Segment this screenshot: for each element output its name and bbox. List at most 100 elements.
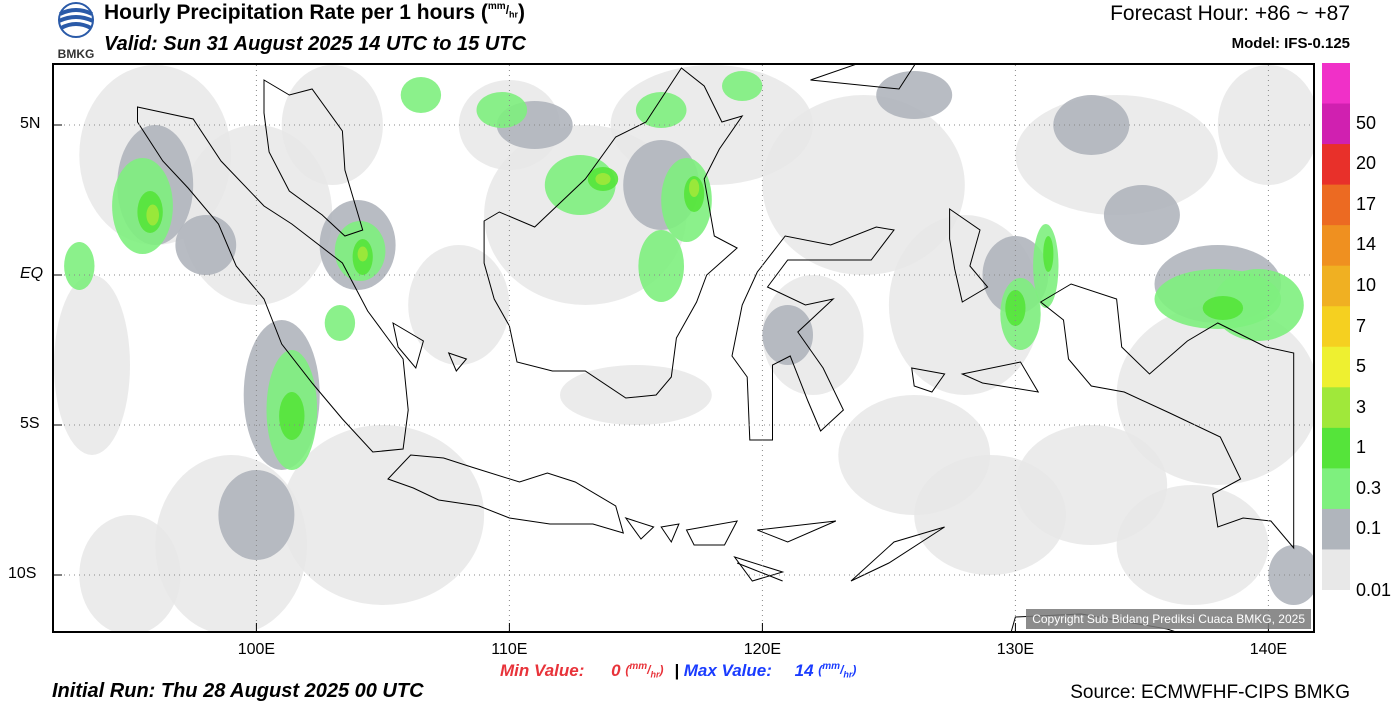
- rain-cell: [357, 246, 368, 262]
- min-value: 0: [611, 661, 621, 680]
- colorbar-bin: [1322, 346, 1350, 388]
- coastline: [387, 454, 625, 534]
- coastline: [447, 352, 468, 372]
- colorbar-bin: [1322, 468, 1350, 510]
- colorbar-bin: [1322, 225, 1350, 267]
- coastline: [483, 67, 744, 399]
- colorbar-bin: [1322, 387, 1350, 429]
- lat-label: 10S: [8, 565, 37, 582]
- rain-cell: [722, 71, 763, 101]
- rain-cell: [146, 204, 159, 226]
- coastline: [392, 321, 424, 370]
- coastline: [1039, 283, 1295, 550]
- copyright-note: Copyright Sub Bidang Prediksi Cuaca BMKG…: [1026, 609, 1311, 629]
- rain-cell: [689, 179, 700, 197]
- logo-text: BMKG: [58, 47, 95, 61]
- lon-label: 120E: [743, 641, 782, 658]
- rain-cell: [762, 305, 813, 365]
- rain-cell: [54, 275, 130, 455]
- rain-cell: [1103, 185, 1180, 245]
- coastline: [624, 517, 655, 540]
- bmkg-logo: BMKG: [52, 2, 100, 62]
- max-value: 14: [794, 661, 814, 680]
- colorbar-label: 7: [1356, 315, 1367, 336]
- rain-cell: [1212, 269, 1304, 341]
- colorbar-bin: [1322, 184, 1350, 226]
- colorbar-bin: [1322, 549, 1350, 590]
- colorbar-bin: [1322, 63, 1350, 105]
- rain-cell: [1268, 545, 1313, 605]
- coastline: [731, 226, 895, 441]
- colorbar-bin: [1322, 103, 1350, 145]
- rain-cell: [595, 173, 611, 185]
- max-label: Max Value:: [683, 661, 772, 680]
- rain-cell: [1015, 425, 1168, 545]
- rain-layer: [54, 65, 1313, 631]
- map-canvas: [54, 65, 1313, 631]
- rain-cell: [1043, 236, 1054, 272]
- lon-label: 140E: [1249, 641, 1288, 658]
- lat-label: 5S: [20, 415, 40, 432]
- rain-cell: [638, 230, 684, 302]
- rain-cell: [838, 395, 991, 515]
- rain-cell: [1217, 65, 1313, 185]
- valid-time: Valid: Sun 31 August 2025 14 UTC to 15 U…: [104, 33, 526, 55]
- chart-title: Hourly Precipitation Rate per 1 hours (m…: [104, 1, 526, 24]
- colorbar-label: 1: [1356, 437, 1367, 458]
- coastline: [949, 208, 989, 303]
- lon-label: 130E: [996, 641, 1035, 658]
- precipitation-map: Copyright Sub Bidang Prediksi Cuaca BMKG…: [52, 63, 1315, 633]
- colorbar-bin: [1322, 306, 1350, 348]
- rain-cell: [281, 65, 383, 185]
- rain-cell: [1053, 95, 1130, 155]
- colorbar: [1322, 63, 1350, 590]
- lat-label: 5N: [20, 115, 41, 132]
- colorbar-label: 3: [1356, 396, 1367, 417]
- rain-cell: [324, 305, 356, 341]
- colorbar-label: 0.3: [1356, 477, 1382, 498]
- min-max-values: Min Value: 0 (mm/hr) | Max Value: 14 (mm…: [500, 661, 857, 680]
- lat-label: EQ: [20, 265, 44, 282]
- coastline: [960, 361, 1040, 393]
- colorbar-bin: [1322, 144, 1350, 186]
- rain-cell: [64, 242, 95, 290]
- colorbar-label: 50: [1356, 112, 1377, 133]
- coastline: [810, 65, 916, 90]
- model-name: Model: IFS-0.125: [1231, 35, 1350, 52]
- colorbar-label: 5: [1356, 356, 1367, 377]
- rain-cell: [79, 515, 181, 631]
- colorbar-label: 17: [1356, 193, 1377, 214]
- coastline: [911, 367, 946, 393]
- separator: |: [674, 661, 679, 680]
- rain-cell: [476, 92, 528, 128]
- coastline: [736, 562, 783, 582]
- colorbar-label: 0.1: [1356, 518, 1382, 539]
- rain-cell: [876, 71, 953, 119]
- colorbar-label: 20: [1356, 153, 1377, 174]
- colorbar-label: 14: [1356, 234, 1377, 255]
- rain-cell: [281, 425, 485, 605]
- rain-cell: [762, 95, 965, 275]
- coastline: [263, 79, 364, 237]
- lon-label: 110E: [491, 641, 528, 658]
- coastline: [685, 520, 739, 546]
- rain-cell: [1202, 296, 1244, 320]
- colorbar-bin: [1322, 508, 1350, 550]
- min-label: Min Value:: [500, 661, 585, 680]
- forecast-hour: Forecast Hour: +86 ~ +87: [1110, 2, 1350, 25]
- colorbar-bin: [1322, 427, 1350, 469]
- rain-cell: [1005, 290, 1026, 326]
- coastline: [660, 523, 680, 544]
- rain-cell: [279, 392, 305, 440]
- rain-cell: [635, 92, 687, 128]
- coastline: [733, 556, 785, 582]
- colorbar-label: 0.01: [1356, 580, 1392, 600]
- rain-cell: [560, 365, 712, 425]
- coastline: [757, 520, 837, 543]
- colorbar-bin: [1322, 265, 1350, 307]
- lon-label: 100E: [237, 641, 276, 658]
- initial-run: Initial Run: Thu 28 August 2025 00 UTC: [52, 680, 424, 702]
- rain-cell: [400, 77, 442, 113]
- coastline: [850, 526, 945, 582]
- rain-cell: [408, 245, 510, 365]
